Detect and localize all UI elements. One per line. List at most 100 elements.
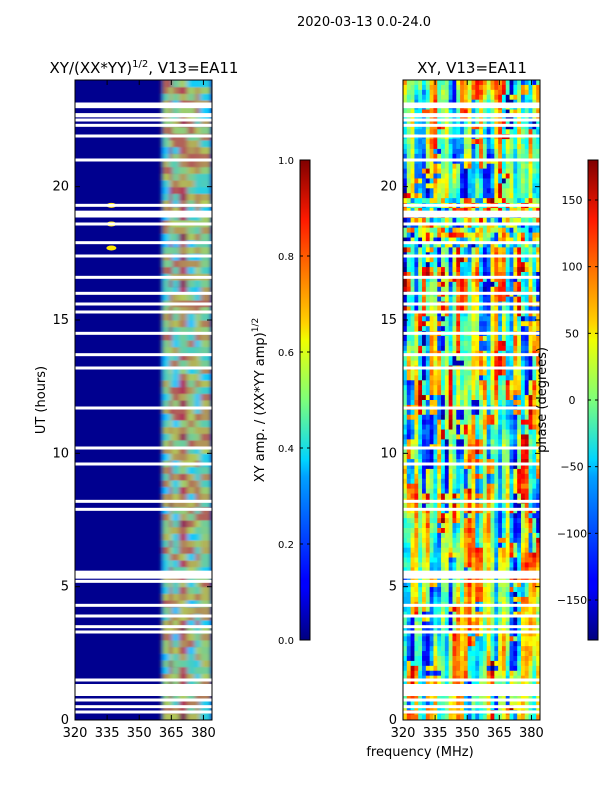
phase-cell xyxy=(460,242,465,248)
phase-cell xyxy=(448,434,453,440)
phase-cell xyxy=(460,434,465,440)
phase-cell xyxy=(452,439,457,445)
phase-cell xyxy=(410,198,415,204)
phase-cell xyxy=(406,414,412,421)
phase-cell xyxy=(437,267,442,273)
phase-cell xyxy=(403,478,408,485)
phase-cell xyxy=(498,336,503,342)
phase-cell xyxy=(422,153,427,160)
phase-cell xyxy=(479,237,484,243)
phase-cell xyxy=(494,163,499,170)
phase-cell xyxy=(509,567,514,573)
phase-cell xyxy=(509,424,514,430)
phase-cell xyxy=(479,592,484,598)
phase-cell xyxy=(528,636,533,642)
phase-cell xyxy=(429,567,434,573)
phase-cell xyxy=(486,429,491,435)
phase-cell xyxy=(513,400,518,406)
phase-cell xyxy=(441,208,446,214)
phase-cell xyxy=(418,429,423,435)
phase-cell xyxy=(425,89,431,96)
phase-cell xyxy=(444,390,450,396)
phase-cell xyxy=(490,178,495,184)
phase-cell xyxy=(528,326,533,332)
phase-cell xyxy=(403,473,408,480)
phase-cell xyxy=(444,488,450,494)
phase-cell xyxy=(536,119,540,125)
amplitude-channel-cell xyxy=(162,386,170,394)
phase-cell xyxy=(471,321,476,327)
phase-cell xyxy=(479,360,484,366)
amplitude-channel-cell xyxy=(172,380,184,388)
phase-cell xyxy=(441,621,446,627)
phase-cell xyxy=(479,473,484,480)
phase-cell xyxy=(418,84,423,91)
phase-cell xyxy=(536,646,540,652)
phase-cell xyxy=(479,153,484,160)
phase-cell xyxy=(410,503,415,509)
phase-cell xyxy=(418,641,423,647)
amplitude-channel-cell xyxy=(172,486,184,494)
phase-cell xyxy=(486,488,491,494)
phase-cell xyxy=(448,651,453,657)
phase-cell xyxy=(410,99,415,106)
phase-cell xyxy=(520,592,526,598)
amplitude-channel-cell xyxy=(162,280,170,288)
phase-cell xyxy=(467,247,472,253)
phase-cell xyxy=(425,488,431,494)
phase-cell xyxy=(520,567,526,573)
phase-cell xyxy=(528,552,533,558)
phase-cell xyxy=(467,626,472,632)
phase-cell xyxy=(532,262,537,268)
amplitude-channel-cell xyxy=(187,200,199,208)
phase-cell xyxy=(467,321,472,327)
phase-cell xyxy=(456,306,461,312)
phase-cell xyxy=(509,84,514,91)
phase-cell xyxy=(524,459,529,465)
phase-cell xyxy=(532,478,537,485)
phase-cell xyxy=(517,99,522,106)
phase-cell xyxy=(418,80,423,86)
phase-cell xyxy=(425,380,431,386)
phase-cell xyxy=(422,183,427,189)
phase-cell xyxy=(501,621,507,627)
phase-cell xyxy=(520,306,526,312)
phase-cell xyxy=(479,355,484,362)
phase-cell xyxy=(425,611,431,618)
phase-cell xyxy=(425,173,431,179)
phase-cell xyxy=(509,232,514,238)
phase-cell xyxy=(532,94,537,101)
phase-cell xyxy=(482,148,488,155)
phase-cell xyxy=(482,129,488,135)
phase-cell xyxy=(414,468,419,475)
phase-cell xyxy=(490,89,495,96)
phase-cell xyxy=(410,321,415,327)
phase-cell xyxy=(505,326,510,332)
phase-cell xyxy=(414,493,419,499)
phase-cell xyxy=(486,454,491,460)
phase-cell xyxy=(520,99,526,106)
phase-cell xyxy=(517,478,522,485)
phase-cell xyxy=(444,168,450,174)
phase-cell xyxy=(505,217,510,224)
phase-cell xyxy=(441,109,446,115)
phase-cell xyxy=(517,375,522,381)
phase-cell xyxy=(471,400,476,406)
phase-cell xyxy=(536,80,540,86)
amplitude-channel-cell xyxy=(178,246,190,254)
phase-cell xyxy=(532,400,537,406)
phase-cell xyxy=(498,532,503,539)
phase-cell xyxy=(433,468,438,475)
phase-cell xyxy=(429,552,434,558)
phase-cell xyxy=(494,227,499,234)
amplitude-channel-cell xyxy=(162,333,170,341)
phase-cell xyxy=(486,414,491,421)
phase-cell xyxy=(471,129,476,135)
amplitude-channel-cell xyxy=(172,406,184,414)
phase-cell xyxy=(448,84,453,91)
phase-cell xyxy=(528,611,533,618)
phase-cell xyxy=(437,449,442,455)
phase-cell xyxy=(524,513,529,519)
phase-cell xyxy=(437,616,442,622)
